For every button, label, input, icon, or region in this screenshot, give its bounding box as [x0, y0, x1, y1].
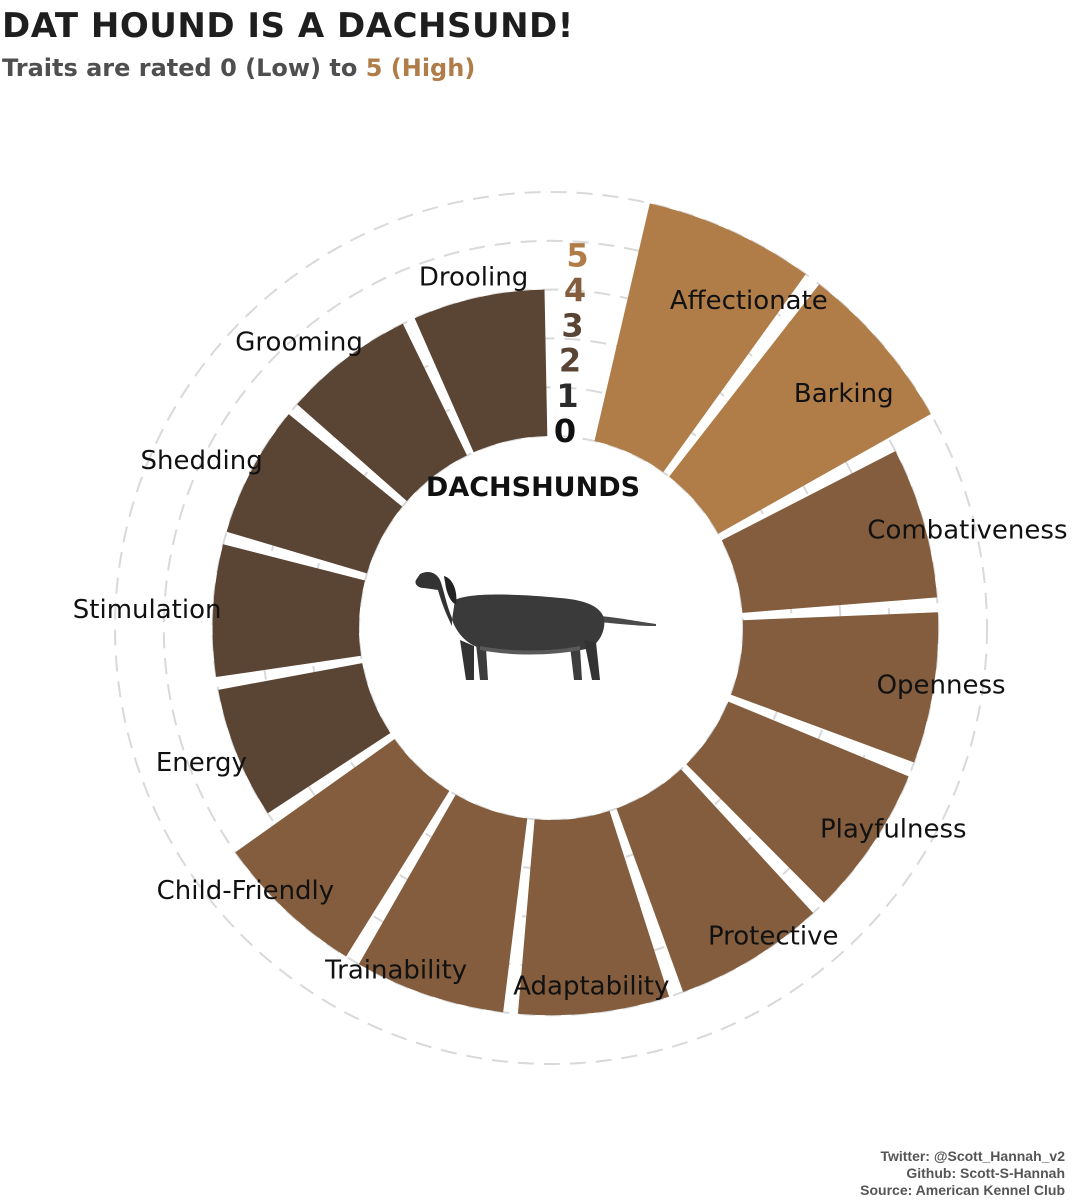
bar-adaptability: [517, 810, 670, 1016]
category-label-grooming: Grooming: [235, 328, 363, 358]
bar-barking: [669, 284, 931, 534]
category-label-adaptability: Adaptability: [513, 972, 669, 1002]
subtitle-low: 0 (Low): [220, 54, 322, 82]
bar-stimulation: [212, 544, 365, 678]
category-label-playfulness: Playfulness: [820, 815, 967, 845]
scale-label-4: 4: [564, 271, 586, 309]
category-label-barking: Barking: [794, 379, 894, 409]
subtitle-prefix: Traits are rated: [2, 54, 221, 82]
bar-protective: [616, 769, 814, 992]
gridline-5: [114, 191, 988, 1065]
dachshund-icon: [415, 572, 656, 680]
bar-combativeness: [721, 451, 937, 613]
scale-label-2: 2: [559, 342, 581, 380]
bar-affectionate: [594, 203, 806, 473]
chart-subtitle: Traits are rated 0 (Low) to 5 (High): [2, 52, 475, 84]
bar-openness: [731, 612, 939, 763]
bar-trainability: [358, 794, 528, 1013]
category-label-affectionate: Affectionate: [670, 286, 828, 316]
category-label-openness: Openness: [877, 670, 1006, 700]
bar-playfulness: [686, 701, 909, 903]
category-label-drooling: Drooling: [419, 262, 528, 292]
scale-label-0: 0: [554, 412, 576, 450]
scale-label-1: 1: [556, 377, 578, 415]
bar-child-friendly: [235, 739, 450, 957]
scale-label-5: 5: [566, 236, 588, 274]
category-label-child-friendly: Child-Friendly: [157, 876, 335, 906]
subtitle-middle: to: [321, 54, 366, 82]
category-label-trainability: Trainability: [324, 956, 467, 986]
category-label-protective: Protective: [708, 922, 839, 952]
category-label-shedding: Shedding: [141, 446, 263, 476]
center-label: DACHSHUNDS: [426, 472, 640, 503]
category-labels: Affectionate Barking Combativeness Openness…: [73, 262, 1068, 1001]
bars: [212, 203, 939, 1016]
bar-shedding: [226, 414, 403, 574]
caption: Twitter: @Scott_Hannah_v2 Github: Scott-…: [860, 1148, 1065, 1199]
caption-twitter: Twitter: @Scott_Hannah_v2: [880, 1148, 1065, 1164]
chart-title: DAT HOUND IS A DACHSUND!: [2, 6, 574, 46]
scale-label-3: 3: [561, 307, 583, 345]
category-label-stimulation: Stimulation: [73, 595, 222, 625]
bar-drooling: [414, 289, 548, 453]
caption-source: Source: American Kennel Club: [860, 1182, 1065, 1198]
bar-grooming: [297, 323, 467, 502]
category-label-combativeness: Combativeness: [867, 516, 1067, 546]
category-label-energy: Energy: [156, 748, 247, 778]
bar-energy: [218, 663, 391, 814]
subtitle-high: 5 (High): [365, 54, 476, 82]
caption-github: Github: Scott-S-Hannah: [906, 1165, 1065, 1181]
